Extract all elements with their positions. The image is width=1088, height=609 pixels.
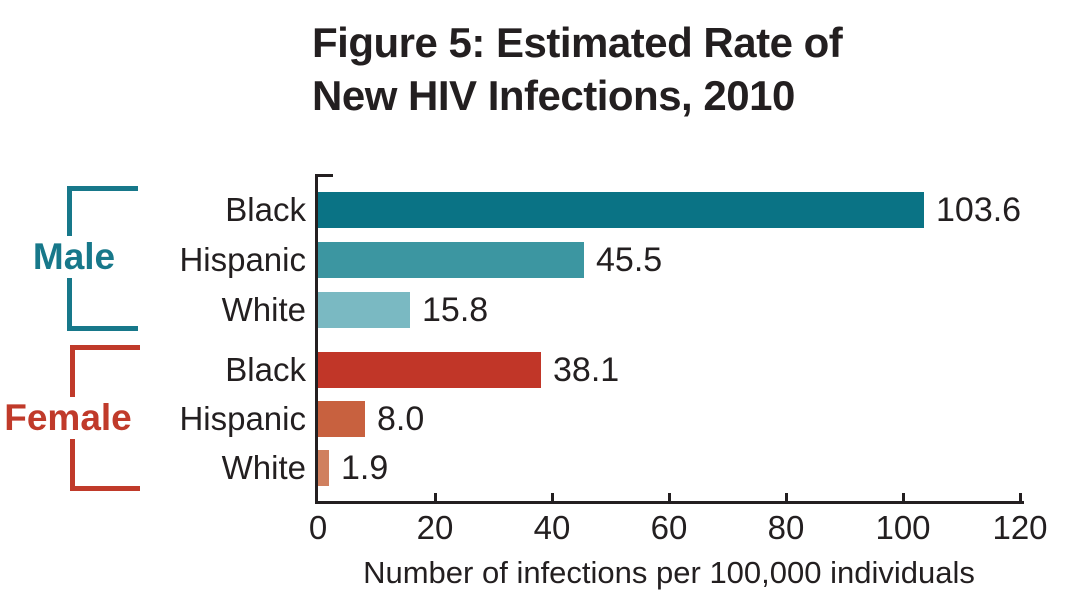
value-label-male-white: 15.8 [422, 291, 489, 329]
y-axis-line [315, 174, 318, 504]
x-tick-label-100: 100 [875, 509, 931, 546]
y-axis-top-cap [315, 174, 333, 177]
bar-female-hispanic [318, 401, 365, 437]
value-label-male-black: 103.6 [936, 191, 1022, 229]
x-tick-80 [785, 493, 788, 501]
category-label-male-hispanic: Hispanic [179, 241, 306, 278]
x-tick-label-80: 80 [767, 509, 805, 546]
x-tick-label-120: 120 [992, 509, 1048, 546]
chart-title-line-2: New HIV Infections, 2010 [312, 72, 795, 119]
x-axis-title: Number of infections per 100,000 individ… [363, 555, 975, 590]
value-label-male-hispanic: 45.5 [596, 241, 663, 279]
bar-female-black [318, 352, 541, 388]
x-tick-label-20: 20 [416, 509, 454, 546]
bar-male-hispanic [318, 242, 584, 278]
category-label-female-black: Black [225, 351, 306, 388]
x-tick-20 [434, 493, 437, 501]
bar-male-black [318, 192, 924, 228]
x-tick-120 [1019, 493, 1022, 501]
x-axis-line [315, 501, 1024, 504]
category-label-male-white: White [221, 291, 306, 328]
female-group-label: Female [0, 397, 140, 439]
category-label-female-hispanic: Hispanic [179, 400, 306, 437]
bar-female-white [318, 450, 329, 486]
bar-male-white [318, 292, 410, 328]
x-tick-40 [551, 493, 554, 501]
x-tick-label-0: 0 [308, 509, 328, 546]
x-tick-60 [668, 493, 671, 501]
value-label-female-white: 1.9 [341, 449, 389, 487]
male-group-label: Male [24, 236, 124, 278]
x-tick-label-40: 40 [533, 509, 571, 546]
category-label-female-white: White [221, 449, 306, 486]
value-label-female-black: 38.1 [553, 351, 620, 389]
category-label-male-black: Black [225, 191, 306, 228]
x-tick-100 [902, 493, 905, 501]
chart-title-line-1: Figure 5: Estimated Rate of [312, 19, 843, 66]
chart-title: Figure 5: Estimated Rate of New HIV Infe… [312, 16, 843, 122]
x-tick-label-60: 60 [650, 509, 688, 546]
value-label-female-hispanic: 8.0 [377, 400, 425, 438]
